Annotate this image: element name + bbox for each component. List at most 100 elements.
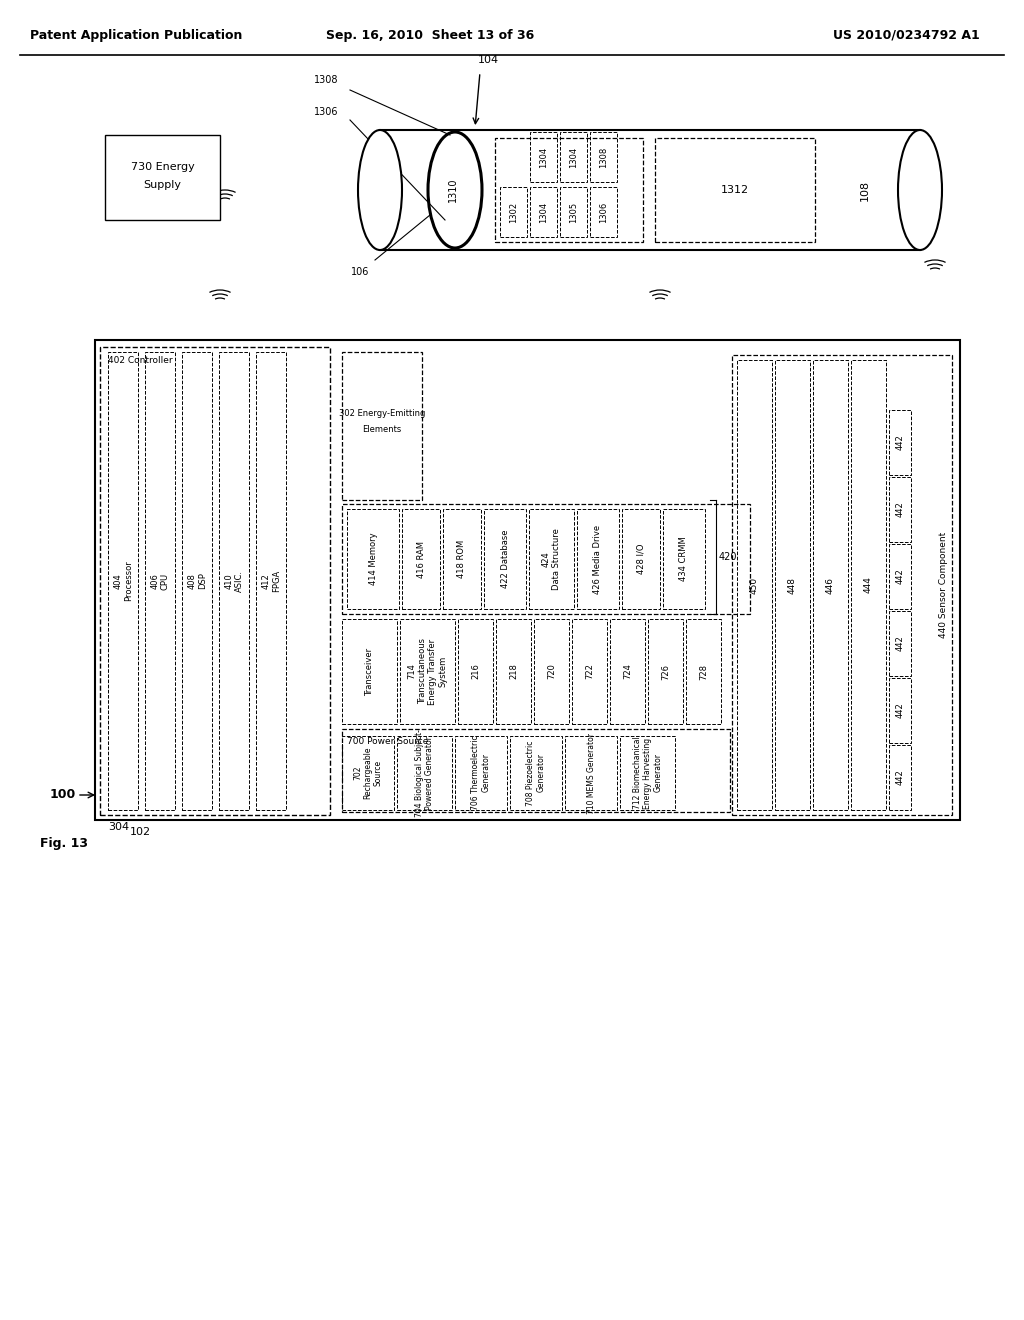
Bar <box>560 187 587 238</box>
Text: 444: 444 <box>864 577 873 594</box>
Bar <box>686 619 721 723</box>
Bar <box>737 360 772 810</box>
Text: 704 Biological Subject-
Powered Generator: 704 Biological Subject- Powered Generato… <box>415 729 434 817</box>
Bar <box>342 352 422 500</box>
Bar <box>510 737 562 810</box>
Bar <box>530 187 557 238</box>
Bar <box>342 737 394 810</box>
Bar <box>577 510 618 609</box>
Text: 102: 102 <box>129 828 151 837</box>
Text: 108: 108 <box>860 180 870 201</box>
Text: Elements: Elements <box>362 425 401 434</box>
Text: Supply: Supply <box>143 181 181 190</box>
Text: 1306: 1306 <box>599 202 608 223</box>
Bar <box>534 619 569 723</box>
Text: 1312: 1312 <box>721 185 750 195</box>
Text: 1304: 1304 <box>539 147 548 168</box>
Text: 404
Processor: 404 Processor <box>114 561 133 602</box>
Text: 216: 216 <box>471 664 480 680</box>
Text: 104: 104 <box>477 55 499 65</box>
Text: 434 CRMM: 434 CRMM <box>680 537 688 581</box>
Text: 428 I/O: 428 I/O <box>637 544 645 574</box>
Bar <box>889 477 911 543</box>
Bar <box>484 510 526 609</box>
Text: 726: 726 <box>662 664 670 680</box>
Bar <box>889 411 911 475</box>
Bar <box>495 139 643 242</box>
Text: 448: 448 <box>788 577 797 594</box>
Text: US 2010/0234792 A1: US 2010/0234792 A1 <box>834 29 980 41</box>
Text: 710 MEMS Generator: 710 MEMS Generator <box>587 733 596 813</box>
Text: 722: 722 <box>585 664 594 680</box>
Bar <box>590 187 617 238</box>
Text: 730 Energy: 730 Energy <box>131 162 195 173</box>
Bar <box>443 510 481 609</box>
Bar <box>572 619 607 723</box>
Text: 410
ASIC.: 410 ASIC. <box>224 570 244 591</box>
Bar <box>100 347 330 814</box>
Bar <box>732 355 952 814</box>
Text: 442: 442 <box>896 502 904 517</box>
Bar <box>648 619 683 723</box>
Text: 1306: 1306 <box>313 107 338 117</box>
Text: 422 Database: 422 Database <box>501 529 510 589</box>
Text: 402 Controller: 402 Controller <box>108 356 173 366</box>
Bar <box>347 510 399 609</box>
Text: 412
FPGA: 412 FPGA <box>261 570 281 593</box>
Text: 106: 106 <box>351 267 370 277</box>
Bar <box>145 352 175 810</box>
Text: 708 Piezoelectric
Generator: 708 Piezoelectric Generator <box>526 741 546 805</box>
Text: 714
Transcutaneous
Energy Transfer
System: 714 Transcutaneous Energy Transfer Syste… <box>408 639 447 705</box>
Bar <box>610 619 645 723</box>
Bar <box>342 729 730 812</box>
Text: 442: 442 <box>896 702 904 718</box>
Text: 450: 450 <box>750 577 759 594</box>
Text: Sep. 16, 2010  Sheet 13 of 36: Sep. 16, 2010 Sheet 13 of 36 <box>326 29 535 41</box>
Text: 420: 420 <box>719 552 737 562</box>
Text: 1308: 1308 <box>313 75 338 84</box>
Text: 724: 724 <box>623 664 632 680</box>
Bar <box>380 129 920 249</box>
Bar <box>219 352 249 810</box>
Bar <box>182 352 212 810</box>
Bar <box>622 510 660 609</box>
Text: 442: 442 <box>896 636 904 651</box>
Text: 418 ROM: 418 ROM <box>458 540 467 578</box>
Text: 408
DSP: 408 DSP <box>187 573 207 590</box>
Bar <box>400 619 455 723</box>
Text: Transceiver: Transceiver <box>365 647 374 696</box>
Text: 1302: 1302 <box>509 202 518 223</box>
Text: 720: 720 <box>547 664 556 680</box>
Text: 706 Thermoelectric
Generator: 706 Thermoelectric Generator <box>471 735 490 810</box>
Text: 302 Energy-Emitting: 302 Energy-Emitting <box>339 409 425 418</box>
Text: 712 Biomechanical
Energy Harvesting
Generator: 712 Biomechanical Energy Harvesting Gene… <box>633 737 663 809</box>
Bar <box>108 352 138 810</box>
Bar <box>655 139 815 242</box>
Text: 1304: 1304 <box>539 202 548 223</box>
Bar <box>256 352 286 810</box>
Text: 414 Memory: 414 Memory <box>369 533 378 585</box>
Text: 1308: 1308 <box>599 147 608 168</box>
Text: 424
Data Structure: 424 Data Structure <box>542 528 561 590</box>
Bar <box>95 341 961 820</box>
Bar <box>530 132 557 182</box>
Text: 702
Rechargeable
Source: 702 Rechargeable Source <box>353 747 383 799</box>
Bar <box>397 737 452 810</box>
Text: 728: 728 <box>699 664 708 680</box>
Ellipse shape <box>358 129 402 249</box>
Bar <box>455 737 507 810</box>
Bar <box>590 132 617 182</box>
Text: 442: 442 <box>896 434 904 450</box>
Bar <box>813 360 848 810</box>
Bar <box>889 678 911 743</box>
Text: Patent Application Publication: Patent Application Publication <box>30 29 243 41</box>
Text: 700 Power Source: 700 Power Source <box>347 737 428 746</box>
Bar <box>565 737 617 810</box>
Bar <box>889 744 911 810</box>
Text: 304: 304 <box>108 822 129 832</box>
Bar <box>889 544 911 609</box>
Bar <box>105 135 220 220</box>
Bar <box>620 737 675 810</box>
Text: 440 Sensor Component: 440 Sensor Component <box>939 532 947 638</box>
Text: 426 Media Drive: 426 Media Drive <box>594 524 602 594</box>
